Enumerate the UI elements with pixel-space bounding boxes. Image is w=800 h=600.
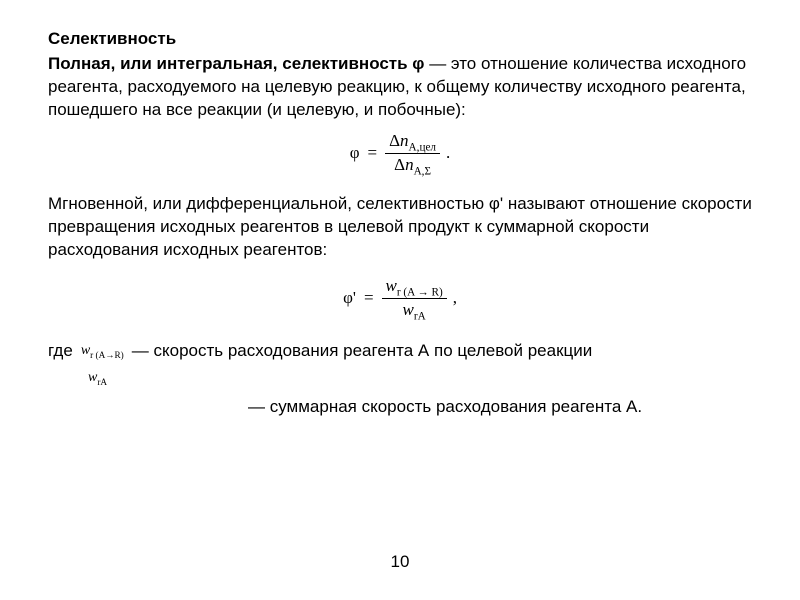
wvar-num-2: w — [386, 276, 397, 295]
where1-var: w — [81, 343, 90, 358]
paragraph-integral: Полная, или интегральная, селективность … — [48, 53, 752, 122]
page-number: 10 — [0, 551, 800, 574]
where1-text: — скорость расходования реагента А по це… — [132, 340, 592, 363]
wvar-den-2: w — [403, 300, 414, 319]
nvar-num-1: n — [400, 131, 409, 150]
delta-den-1: Δ — [394, 155, 405, 174]
sub-num-1: A,цел — [409, 141, 437, 153]
denominator-1: ΔnA,Σ — [390, 154, 435, 177]
sub-den-2: rA — [414, 311, 426, 323]
where-word: где — [48, 340, 73, 363]
where1-sub: r (A→R) — [90, 350, 124, 360]
where2-var: w — [88, 370, 97, 385]
where-clause-1: где wr (A→R) — скорость расходования реа… — [48, 340, 752, 363]
where-symbol-2: wrA — [88, 369, 107, 388]
where2-text: — суммарная скорость расходования реаген… — [248, 396, 642, 419]
section-title: Селективность — [48, 28, 752, 51]
phi-symbol-1: φ — [350, 142, 360, 165]
where-clause-2: wrA — суммарная скорость расходования ре… — [48, 369, 752, 419]
sub-den-1: A,Σ — [414, 165, 431, 177]
bold-lead-1: Полная, или интегральная, селективность … — [48, 54, 424, 73]
formula2-trail: , — [453, 287, 457, 310]
formula-integral-selectivity: φ = ΔnA,цел ΔnA,Σ . — [48, 130, 752, 177]
equals-1: = — [368, 142, 378, 165]
where2-sub: rA — [97, 377, 107, 387]
where-symbol-1: wr (A→R) — [81, 342, 124, 361]
fraction-1: ΔnA,цел ΔnA,Σ — [385, 130, 440, 177]
formula-differential-selectivity: φ' = wr (A → R) wrA , — [48, 275, 752, 322]
numerator-1: ΔnA,цел — [385, 130, 440, 154]
nvar-den-1: n — [405, 155, 414, 174]
denominator-2: wrA — [399, 299, 430, 322]
fraction-2: wr (A → R) wrA — [382, 275, 447, 322]
formula1-trail: . — [446, 142, 450, 165]
delta-num-1: Δ — [389, 131, 400, 150]
numerator-2: wr (A → R) — [382, 275, 447, 299]
equals-2: = — [364, 287, 374, 310]
sub-num-2: r (A → R) — [397, 287, 443, 299]
paragraph-differential: Мгновенной, или дифференциальной, селект… — [48, 193, 752, 262]
phi-symbol-2: φ' — [343, 287, 356, 310]
